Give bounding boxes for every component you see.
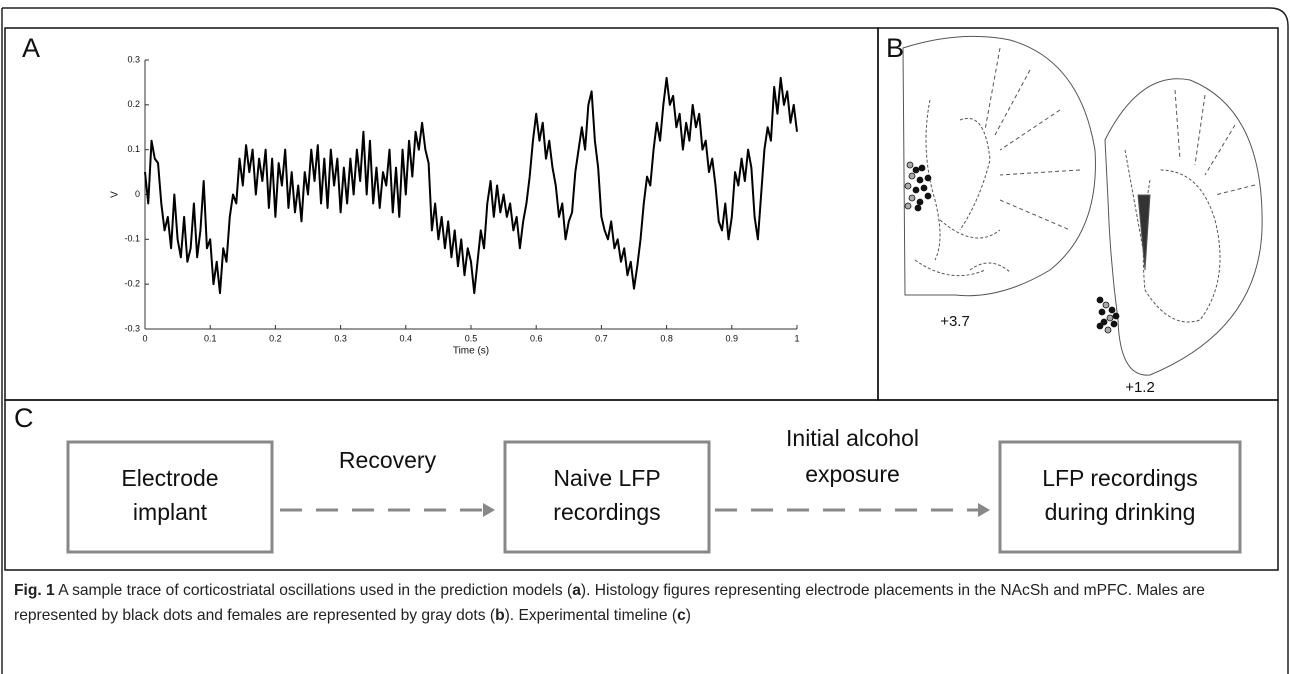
x-tick-label: 0.9 (726, 333, 739, 343)
arrow-head (978, 503, 990, 517)
x-tick-label: 0.4 (400, 333, 413, 343)
placement-dot (917, 177, 923, 183)
frame (2, 8, 1288, 674)
arrow-head (483, 503, 495, 517)
y-tick-label: 0.2 (127, 99, 140, 109)
ventricle (1138, 195, 1150, 270)
panel-label: A (22, 33, 40, 63)
placement-dot (1107, 315, 1113, 321)
section-detail (1175, 90, 1255, 195)
section-detail (1125, 150, 1220, 322)
timeline-edge-label: Recovery (339, 447, 437, 473)
placement-dot (1105, 327, 1111, 333)
chart: -0.3 -0.2 -0.1 0 0.1 0.2 0.3 0 0.1 0.2 0.3 0.4 0.5 0.… (110, 54, 800, 356)
caption-text: A sample trace of corticostriatal oscill… (55, 582, 572, 599)
placement-dot (905, 203, 911, 209)
placement-dot (909, 195, 915, 201)
section-outline (1105, 79, 1262, 375)
timeline: Electrode implant Naive LFP recordings LFP r… (68, 425, 1240, 552)
caption-ref: b (495, 607, 505, 624)
caption-text: ). Experimental timeline ( (505, 607, 677, 624)
caption: Fig. 1 A sample trace of corticostriatal… (14, 578, 1276, 628)
y-tick-label: 0 (135, 189, 140, 199)
y-tick-label: -0.2 (124, 279, 140, 289)
x-tick-label: 0.6 (530, 333, 543, 343)
trace (145, 78, 797, 293)
placement-dot (925, 175, 931, 181)
placement-dot (1109, 307, 1115, 313)
section-label: +1.2 (1125, 379, 1155, 396)
timeline-node-text: during drinking (1045, 499, 1196, 525)
section-outline (903, 36, 1095, 295)
timeline-box (1000, 442, 1240, 552)
x-tick-label: 0.7 (595, 333, 608, 343)
panel-label: C (14, 403, 34, 433)
x-tick-label: 0.3 (334, 333, 347, 343)
placement-dot (913, 187, 919, 193)
placement-dot (1097, 323, 1103, 329)
y-tick-label: 0.1 (127, 144, 140, 154)
placement-dot (1111, 321, 1117, 327)
placement-dot (921, 185, 927, 191)
panel-a-box (5, 28, 878, 400)
timeline-node-text: recordings (553, 499, 660, 525)
x-axis-label: Time (s) (453, 346, 489, 357)
y-tick-label: -0.1 (124, 234, 140, 244)
section-detail (985, 48, 1080, 230)
caption-label: Fig. 1 (14, 582, 55, 599)
panel-label: B (886, 33, 904, 63)
timeline-node-text: implant (133, 499, 208, 525)
x-tick-label: 0.5 (465, 333, 478, 343)
timeline-edge-label: Initial alcohol (786, 425, 919, 451)
x-tick-label: 1 (794, 333, 799, 343)
placement-dots (905, 162, 1119, 333)
caption-text: ) (686, 607, 691, 624)
figure: A B C +3.7 +1.2 -0.3 -0.2 -0.1 0 0.1 0.2 0.3 0 0… (0, 0, 1290, 674)
caption-ref: c (677, 607, 686, 624)
timeline-node-text: LFP recordings (1042, 465, 1198, 491)
placement-dot (925, 193, 931, 199)
placement-dot (1097, 297, 1103, 303)
y-axis-label: V (110, 191, 121, 198)
placement-dot (909, 173, 915, 179)
placement-dot (915, 205, 921, 211)
placement-dot (905, 183, 911, 189)
placement-dot (1113, 313, 1119, 319)
placement-dot (919, 165, 925, 171)
y-tick-label: -0.3 (124, 323, 140, 333)
placement-dot (917, 199, 923, 205)
section-detail (915, 100, 1010, 276)
timeline-edge-label: exposure (805, 461, 900, 487)
timeline-node-text: Naive LFP (553, 465, 660, 491)
timeline-box (68, 442, 272, 552)
x-tick-label: 0 (142, 333, 147, 343)
timeline-node-text: Electrode (121, 465, 218, 491)
x-tick-label: 0.2 (269, 333, 282, 343)
placement-dot (1099, 309, 1105, 315)
timeline-box (505, 442, 709, 552)
placement-dot (1103, 302, 1109, 308)
page: A B C +3.7 +1.2 -0.3 -0.2 -0.1 0 0.1 0.2 0.3 0 0… (0, 0, 1290, 674)
x-tick-label: 0.1 (204, 333, 217, 343)
caption-ref: a (572, 582, 581, 599)
placement-dot (913, 167, 919, 173)
placement-dot (907, 162, 913, 168)
x-tick-label: 0.8 (660, 333, 673, 343)
y-tick-label: 0.3 (127, 54, 140, 64)
section-label: +3.7 (940, 313, 970, 330)
